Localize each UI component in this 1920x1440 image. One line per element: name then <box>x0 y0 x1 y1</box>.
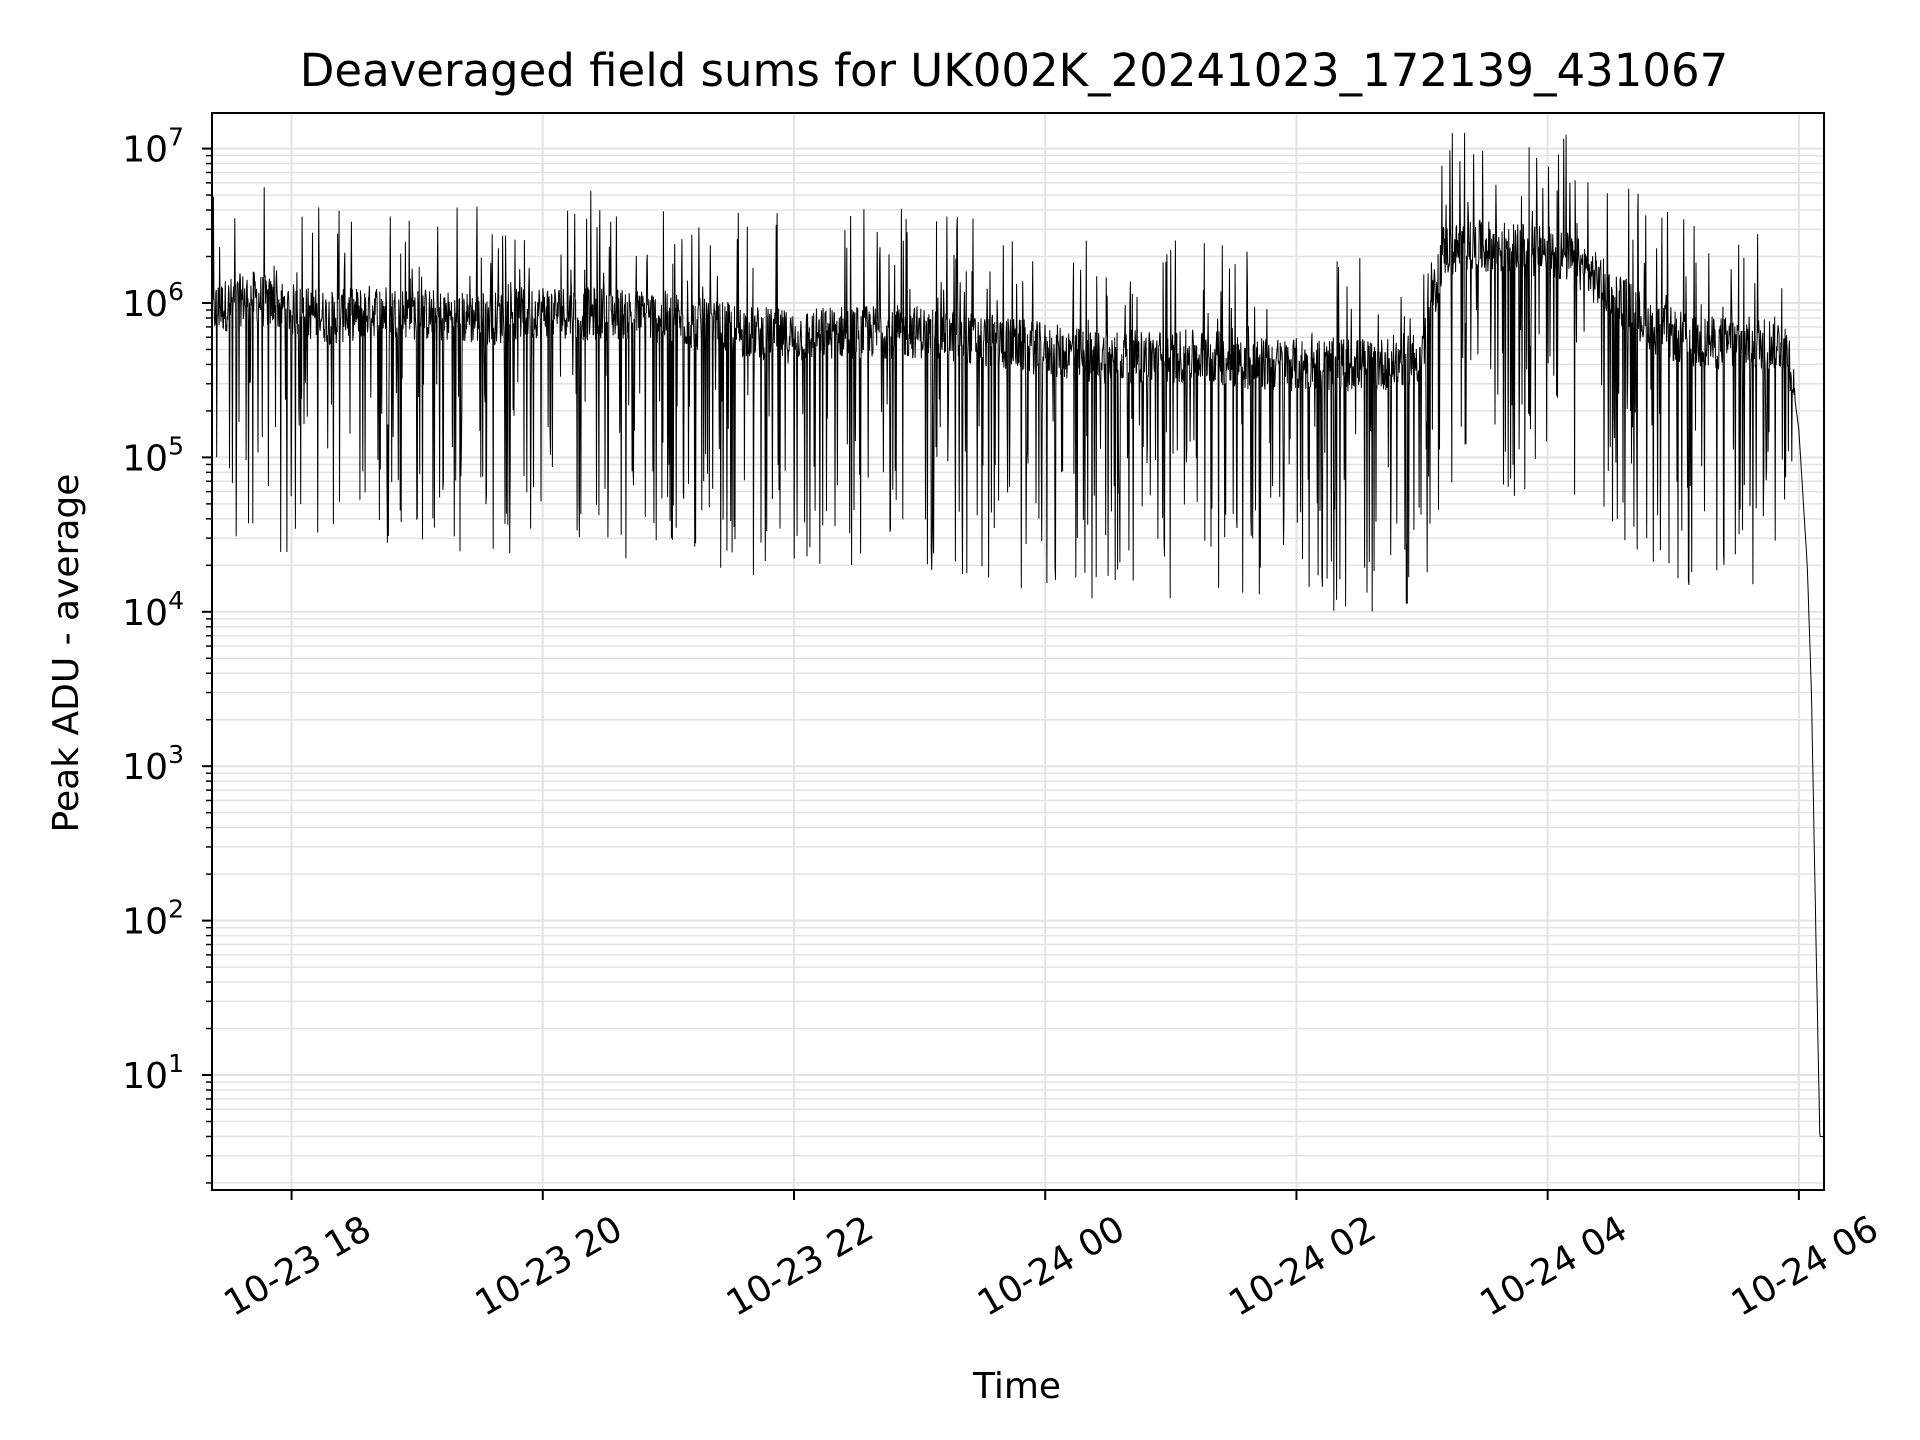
y-tick-label: 106 <box>122 277 184 325</box>
y-tick-label-exponent: 1 <box>168 1049 184 1078</box>
x-tick-label: 10-24 06 <box>1725 1208 1886 1324</box>
y-tick-label-base: 10 <box>122 438 168 479</box>
y-tick-label: 103 <box>122 740 184 788</box>
x-tick-label: 10-23 20 <box>469 1208 630 1324</box>
y-tick-label-exponent: 7 <box>168 123 184 152</box>
y-tick-label-exponent: 4 <box>168 586 184 615</box>
grid <box>212 113 1824 1190</box>
y-tick-label-base: 10 <box>122 902 168 943</box>
x-tick-label: 10-24 02 <box>1222 1208 1383 1324</box>
y-tick-label-base: 10 <box>122 593 168 634</box>
y-tick-label: 104 <box>122 586 184 634</box>
y-tick-label: 107 <box>122 123 184 171</box>
chart-title: Deaveraged field sums for UK002K_2024102… <box>300 44 1729 97</box>
y-tick-label-exponent: 3 <box>168 740 184 769</box>
x-axis-label: Time <box>972 1366 1061 1407</box>
series-line <box>211 132 1824 1137</box>
y-tick-label-base: 10 <box>122 284 168 325</box>
data-layer <box>211 132 1824 1137</box>
x-tick-label: 10-23 22 <box>720 1208 881 1324</box>
y-axis-label: Peak ADU - average <box>46 474 87 833</box>
y-tick-label-base: 10 <box>122 747 168 788</box>
x-tick-label: 10-24 04 <box>1473 1208 1634 1324</box>
y-tick-label: 102 <box>122 895 184 943</box>
plot-frame <box>211 112 1825 1191</box>
y-tick-label-exponent: 6 <box>168 277 184 306</box>
y-tick-label: 101 <box>122 1049 184 1097</box>
x-tick-label: 10-23 18 <box>217 1208 378 1324</box>
y-tick-label: 105 <box>122 431 184 479</box>
y-tick-label-exponent: 2 <box>168 895 184 924</box>
y-tick-label-exponent: 5 <box>168 431 184 460</box>
y-tick-label-base: 10 <box>122 130 168 171</box>
y-tick-label-base: 10 <box>122 1056 168 1097</box>
x-tick-label: 10-24 00 <box>971 1208 1132 1324</box>
